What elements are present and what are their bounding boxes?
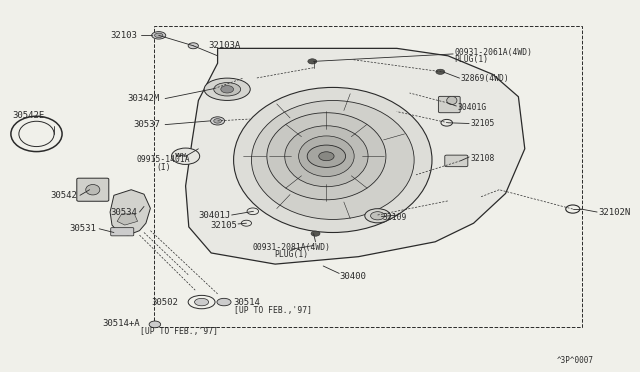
Ellipse shape <box>154 33 163 38</box>
FancyBboxPatch shape <box>111 228 134 236</box>
Ellipse shape <box>285 126 368 187</box>
Text: 09915-1401A: 09915-1401A <box>136 155 190 164</box>
Text: W: W <box>182 153 186 158</box>
Ellipse shape <box>447 96 457 105</box>
Text: 32869(4WD): 32869(4WD) <box>461 74 509 83</box>
Text: 30531: 30531 <box>69 224 96 233</box>
Ellipse shape <box>195 298 209 306</box>
Polygon shape <box>110 190 150 235</box>
Ellipse shape <box>217 298 231 306</box>
Text: (I): (I) <box>156 163 170 172</box>
Polygon shape <box>186 48 525 264</box>
Text: 30514: 30514 <box>234 298 260 307</box>
Ellipse shape <box>371 212 385 220</box>
Text: [UP TO FEB.,'97]: [UP TO FEB.,'97] <box>234 306 312 315</box>
Text: 30400: 30400 <box>339 272 366 280</box>
Bar <box>154 26 582 327</box>
Circle shape <box>308 59 317 64</box>
Text: 30534: 30534 <box>111 208 138 217</box>
Text: 32105: 32105 <box>470 119 495 128</box>
Ellipse shape <box>365 209 390 223</box>
Text: 32109: 32109 <box>383 213 407 222</box>
Circle shape <box>436 69 445 74</box>
Text: 32103: 32103 <box>111 31 138 40</box>
FancyBboxPatch shape <box>438 96 460 113</box>
Text: 30342M: 30342M <box>128 94 160 103</box>
FancyBboxPatch shape <box>77 178 109 201</box>
Circle shape <box>307 145 346 167</box>
Text: 32102N: 32102N <box>598 208 630 217</box>
Polygon shape <box>117 214 138 225</box>
Text: 30502: 30502 <box>151 298 178 307</box>
Ellipse shape <box>267 113 386 200</box>
Text: 30537: 30537 <box>133 120 160 129</box>
Text: 30401G: 30401G <box>458 103 487 112</box>
Text: PLUG(1): PLUG(1) <box>274 250 308 259</box>
Text: 32108: 32108 <box>470 154 495 163</box>
FancyBboxPatch shape <box>445 155 468 167</box>
Ellipse shape <box>211 117 225 125</box>
Text: [UP TO FEB.,'97]: [UP TO FEB.,'97] <box>140 327 218 336</box>
Text: 32105: 32105 <box>210 221 237 230</box>
Ellipse shape <box>252 100 414 219</box>
Circle shape <box>221 86 234 93</box>
Circle shape <box>319 152 334 161</box>
Text: ^3P^0007: ^3P^0007 <box>557 356 594 365</box>
Ellipse shape <box>204 78 250 100</box>
Text: 30542E: 30542E <box>13 111 45 120</box>
Ellipse shape <box>214 119 221 123</box>
Ellipse shape <box>234 87 432 232</box>
Text: 00931-2081A(4WD): 00931-2081A(4WD) <box>252 243 330 252</box>
Ellipse shape <box>149 321 161 328</box>
Ellipse shape <box>86 185 100 195</box>
Circle shape <box>311 231 320 236</box>
Text: W: W <box>175 153 182 158</box>
Text: 32103A: 32103A <box>208 41 240 50</box>
Ellipse shape <box>188 43 198 49</box>
Text: 30542: 30542 <box>50 191 77 200</box>
Text: 30514+A: 30514+A <box>102 319 140 328</box>
Ellipse shape <box>214 83 241 96</box>
Text: PLUG(1): PLUG(1) <box>454 55 488 64</box>
Text: 30401J: 30401J <box>198 211 230 220</box>
Text: 00931-2061A(4WD): 00931-2061A(4WD) <box>454 48 532 57</box>
Circle shape <box>172 148 200 164</box>
Ellipse shape <box>152 32 166 39</box>
Ellipse shape <box>299 136 354 177</box>
